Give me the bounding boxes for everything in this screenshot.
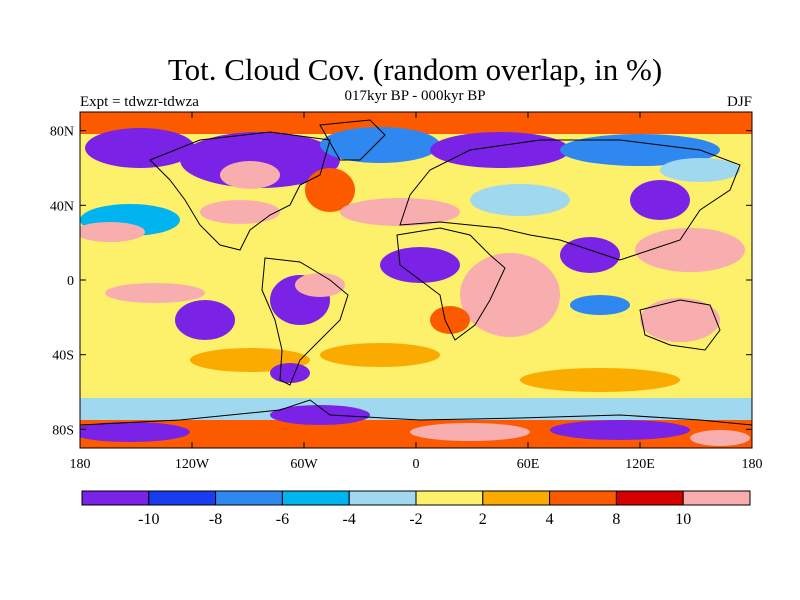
colorbar-label: 2 bbox=[479, 511, 487, 528]
field-blob bbox=[570, 295, 630, 315]
field-blob bbox=[550, 420, 690, 440]
field-blob bbox=[320, 127, 440, 163]
field-blob bbox=[380, 247, 460, 283]
field-blob bbox=[520, 368, 680, 392]
field-blob bbox=[80, 222, 145, 242]
colorbar-label: 10 bbox=[675, 511, 691, 528]
colorbar-swatch bbox=[348, 490, 417, 506]
lon-tick-label: 0 bbox=[413, 457, 420, 472]
lat-tick-label: 40S bbox=[52, 349, 74, 364]
field-blob bbox=[470, 184, 570, 216]
africa-coast bbox=[396, 227, 506, 341]
field-blob bbox=[660, 158, 740, 182]
lon-tick-label: 180 bbox=[742, 457, 763, 472]
field-blob bbox=[635, 228, 745, 272]
field-blob bbox=[305, 168, 355, 212]
field-blob bbox=[320, 343, 440, 367]
arctic-band bbox=[80, 112, 752, 134]
colorbar-label: -10 bbox=[138, 511, 159, 528]
field-blob bbox=[560, 134, 720, 166]
lat-tick-label: 0 bbox=[67, 274, 74, 289]
colorbar-label: -6 bbox=[276, 511, 289, 528]
field-blob bbox=[85, 128, 195, 168]
field-blob bbox=[270, 363, 310, 383]
colorbar-label: -2 bbox=[409, 511, 422, 528]
field-blob bbox=[560, 237, 620, 273]
field-blob bbox=[630, 180, 690, 220]
colorbar-swatch bbox=[281, 490, 350, 506]
south-america-coast bbox=[261, 257, 349, 386]
field-blob bbox=[430, 306, 470, 334]
field-blob bbox=[640, 298, 720, 342]
australia-coast bbox=[639, 299, 721, 351]
lon-tick-label: 60W bbox=[290, 457, 318, 472]
lon-tick-label: 180 bbox=[70, 457, 91, 472]
season-label: DJF bbox=[726, 94, 752, 110]
lat-tick-label: 40N bbox=[50, 199, 74, 214]
colorbar-label: -4 bbox=[343, 511, 356, 528]
colorbar-swatch bbox=[549, 490, 617, 506]
field-blob bbox=[270, 405, 370, 425]
colorbar-swatch bbox=[215, 490, 283, 506]
colorbar-swatch bbox=[615, 490, 684, 506]
field-blob bbox=[80, 422, 190, 442]
colorbar-swatch bbox=[482, 490, 551, 506]
field-blob bbox=[295, 273, 345, 297]
lon-tick-label: 60E bbox=[517, 457, 540, 472]
field-blob bbox=[430, 132, 570, 168]
colorbar-swatch bbox=[81, 490, 150, 506]
colorbar: -10 -8 -6 -4 -2 2 4 8 10 bbox=[81, 490, 751, 528]
field-blob bbox=[220, 161, 280, 189]
field-blob bbox=[410, 423, 530, 441]
experiment-label: Expt = tdwzr-tdwza bbox=[80, 94, 199, 110]
colorbar-label: -8 bbox=[209, 511, 222, 528]
field-blob bbox=[175, 300, 235, 340]
field-blob bbox=[200, 200, 280, 224]
field-blob bbox=[460, 253, 560, 337]
greenland-coast bbox=[319, 119, 386, 161]
colorbar-swatch bbox=[415, 490, 484, 506]
field-blob bbox=[690, 430, 750, 446]
field-blob bbox=[340, 198, 460, 226]
colorbar-label: 8 bbox=[612, 511, 620, 528]
field-blob bbox=[180, 132, 340, 188]
chart-title: Tot. Cloud Cov. (random overlap, in %) bbox=[167, 52, 663, 87]
lat-tick-label: 80N bbox=[50, 125, 74, 140]
cloud-anomaly-field bbox=[80, 112, 752, 448]
lon-tick-label: 120E bbox=[625, 457, 655, 472]
north-america-coast bbox=[149, 131, 331, 251]
antarctica-coast bbox=[80, 399, 752, 426]
colorbar-swatch bbox=[682, 490, 751, 506]
coastlines bbox=[80, 119, 752, 426]
longitude-axis: 180 120W 60W 0 60E 120E 180 bbox=[70, 112, 763, 472]
colorbar-label: 4 bbox=[546, 511, 554, 528]
field-blob bbox=[105, 283, 205, 303]
lon-tick-label: 120W bbox=[175, 457, 210, 472]
eurasia-coast bbox=[399, 139, 741, 261]
lat-tick-label: 80S bbox=[52, 423, 74, 438]
latitude-axis: 80N 40N 0 40S 80S bbox=[50, 125, 752, 438]
colorbar-swatch bbox=[148, 490, 217, 506]
southern-ocean-band bbox=[80, 398, 752, 420]
chart-subtitle: 017kyr BP - 000kyr BP bbox=[344, 88, 486, 104]
